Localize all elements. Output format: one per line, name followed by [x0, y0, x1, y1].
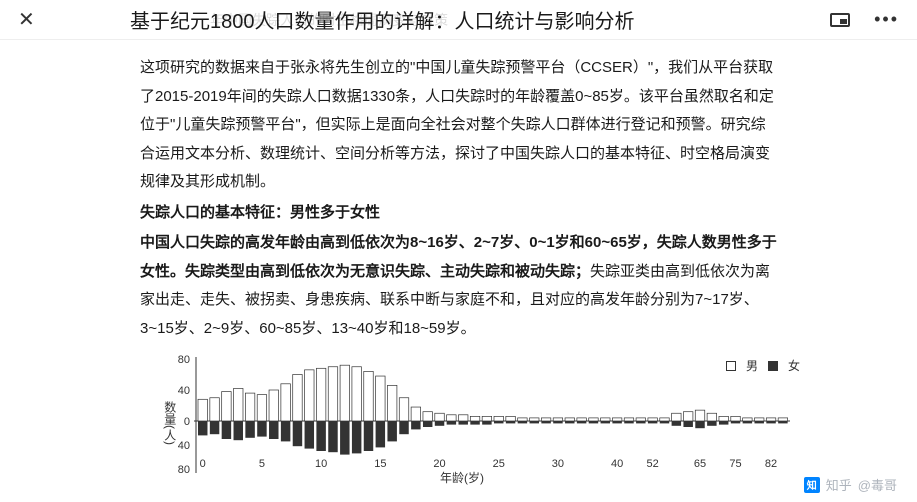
svg-text:40: 40 [178, 385, 190, 397]
svg-text:10: 10 [315, 458, 327, 470]
chart-y-axis-label: 数量(人) [158, 401, 181, 445]
legend-female-label: 女 [788, 355, 800, 378]
more-icon[interactable]: ••• [874, 9, 899, 30]
svg-text:25: 25 [493, 458, 505, 470]
svg-text:65: 65 [694, 458, 706, 470]
page-title: 基于纪元1800人口数量作用的详解：人口统计与影响分析 [130, 5, 787, 34]
svg-text:30: 30 [552, 458, 564, 470]
watermark: 知 知乎 @毒哥 [804, 475, 897, 494]
paragraph-2: 中国人口失踪的高发年龄由高到低依次为8~16岁、2~7岁、0~1岁和60~65岁… [140, 229, 777, 343]
age-distribution-chart: 男 女 数量(人) 年龄(岁) 804004080051015202530405… [160, 351, 800, 491]
svg-text:15: 15 [374, 458, 386, 470]
legend-male-swatch [726, 361, 736, 371]
watermark-site: 知乎 [826, 475, 852, 494]
legend-female-swatch [768, 361, 778, 371]
close-icon[interactable]: ✕ [18, 7, 48, 32]
svg-text:5: 5 [259, 458, 265, 470]
svg-text:52: 52 [647, 458, 659, 470]
article-body: 这项研究的数据来自于张永将先生创立的"中国儿童失踪预警平台（CCSER）"，我们… [0, 40, 917, 491]
paragraph-intro: 这项研究的数据来自于张永将先生创立的"中国儿童失踪预警平台（CCSER）"，我们… [140, 54, 777, 197]
top-bar: ✕ 年中国失踪人口的时空格局演变与对策 基于纪元1800人口数量作用的详解：人口… [0, 0, 917, 40]
watermark-author: @毒哥 [858, 475, 897, 494]
legend-male-label: 男 [746, 355, 758, 378]
svg-text:0: 0 [184, 416, 190, 428]
subheading: 失踪人口的基本特征：男性多于女性 [140, 199, 777, 228]
svg-text:80: 80 [178, 354, 190, 366]
svg-text:40: 40 [611, 458, 623, 470]
svg-text:75: 75 [729, 458, 741, 470]
svg-text:82: 82 [765, 458, 777, 470]
svg-text:0: 0 [200, 458, 206, 470]
pip-icon[interactable] [830, 13, 850, 27]
chart-x-axis-label: 年龄(岁) [440, 467, 484, 490]
zhihu-logo-icon: 知 [804, 477, 820, 493]
chart-legend: 男 女 [726, 355, 800, 378]
svg-text:80: 80 [178, 464, 190, 476]
